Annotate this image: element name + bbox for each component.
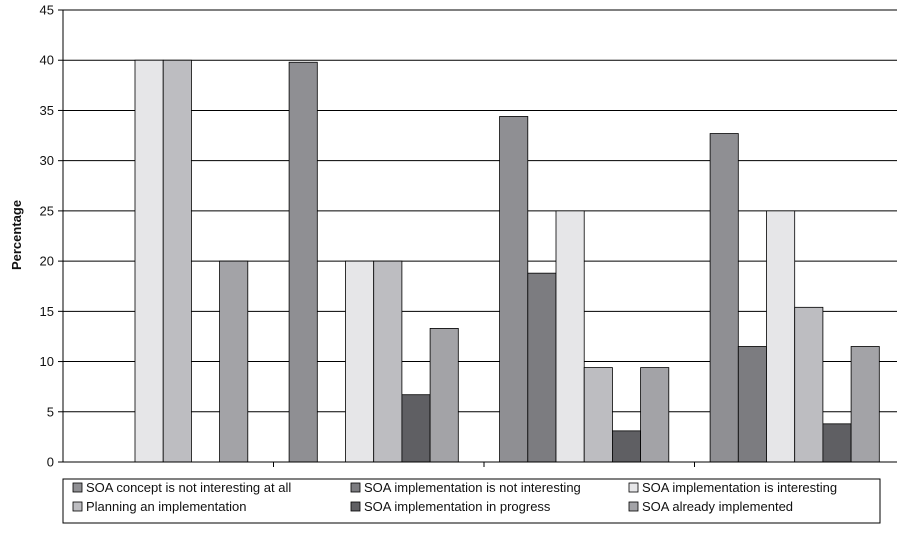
legend-swatch xyxy=(628,482,639,493)
bar xyxy=(709,133,739,463)
bar xyxy=(401,394,431,463)
legend-entry: SOA implementation is interesting xyxy=(642,480,837,495)
legend: SOA concept is not interesting at all SOA… xyxy=(62,478,881,524)
y-tick-label: 5 xyxy=(47,404,54,419)
grid-lines xyxy=(63,9,897,413)
y-tick-label: 0 xyxy=(47,455,54,470)
legend-entry: SOA implementation in progress xyxy=(364,499,551,514)
legend-swatch xyxy=(72,482,83,493)
legend-entry: Planning an implementation xyxy=(86,499,246,514)
y-tick-labels: 0 5 10 15 20 25 30 35 40 45 xyxy=(40,3,54,470)
bar xyxy=(162,59,192,463)
y-axis-label: Percentage xyxy=(9,200,24,270)
legend-box xyxy=(62,478,881,524)
y-tick-label: 35 xyxy=(40,103,54,118)
legend-swatch xyxy=(350,482,361,493)
bar xyxy=(640,367,670,463)
bar xyxy=(345,260,375,463)
legend-swatch xyxy=(350,501,361,512)
legend-swatch xyxy=(72,501,83,512)
y-tick-label: 40 xyxy=(40,53,54,68)
bar xyxy=(499,116,529,463)
bar xyxy=(737,346,767,463)
bars xyxy=(134,59,880,463)
legend-swatch xyxy=(628,501,639,512)
bar xyxy=(429,328,459,463)
legend-entry: SOA implementation is not interesting xyxy=(364,480,581,495)
bar xyxy=(288,61,318,463)
bar xyxy=(850,346,880,463)
bar xyxy=(134,59,164,463)
y-tick-label: 10 xyxy=(40,354,54,369)
bar xyxy=(555,210,585,463)
y-tick-label: 15 xyxy=(40,304,54,319)
axes xyxy=(58,9,897,467)
bar xyxy=(612,430,642,463)
bar xyxy=(794,306,824,463)
bar xyxy=(766,210,796,463)
bar xyxy=(219,260,249,463)
bar xyxy=(822,423,852,463)
y-tick-label: 45 xyxy=(40,3,54,18)
bar xyxy=(373,260,403,463)
y-tick-label: 20 xyxy=(40,254,54,269)
legend-entry: SOA concept is not interesting at all xyxy=(86,480,291,495)
legend-entry: SOA already implemented xyxy=(642,499,793,514)
bar xyxy=(527,272,557,463)
y-tick-label: 25 xyxy=(40,203,54,218)
y-tick-label: 30 xyxy=(40,153,54,168)
bar xyxy=(583,367,613,463)
